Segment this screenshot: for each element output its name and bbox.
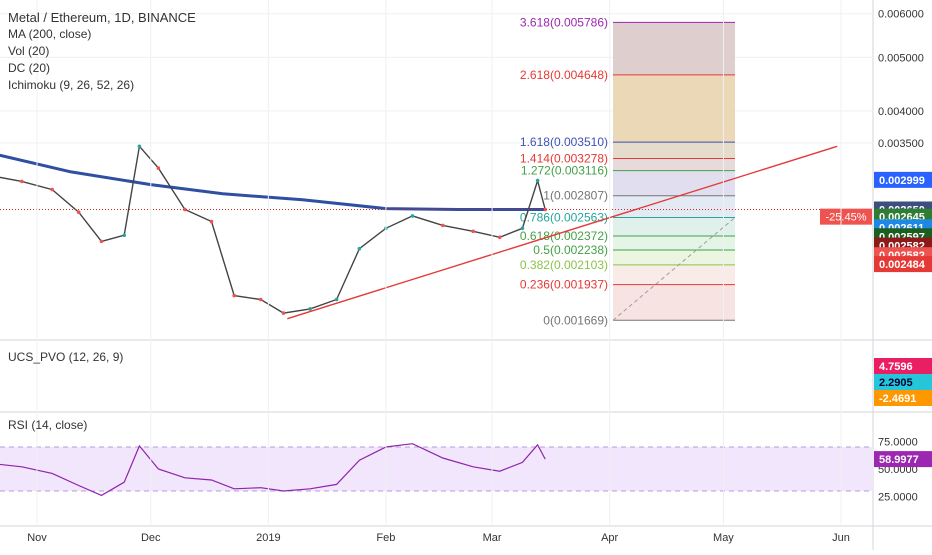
fib-zone: [613, 284, 735, 321]
chart-title: Metal / Ethereum, 1D, BINANCE: [8, 10, 196, 25]
fib-zone: [613, 22, 735, 75]
pvo-tag[interactable]: [874, 374, 932, 390]
fib-level-label: 0.786(0.002563): [520, 210, 608, 224]
x-axis: Nov Dec 2019 Feb Mar Apr May Jun: [27, 0, 850, 544]
y-tick-label: 0.006000: [878, 9, 924, 21]
fib-level-label: 0(0.001669): [543, 313, 608, 327]
price-point[interactable]: [357, 246, 362, 251]
rsi-tick-label: 75.0000: [878, 437, 918, 449]
fib-zone: [613, 170, 735, 196]
price-tag-label: 0.002484: [879, 259, 926, 271]
change-tag-label: -25.45%: [826, 212, 867, 224]
y-tick-label: 0.005000: [878, 52, 924, 64]
indicator-ichimoku[interactable]: Ichimoku (9, 26, 52, 26): [8, 78, 135, 92]
fib-zone: [613, 249, 735, 265]
price-point[interactable]: [281, 311, 286, 315]
price-point[interactable]: [334, 297, 339, 302]
x-tick-label: Feb: [376, 532, 395, 544]
fib-trend-line[interactable]: [612, 217, 736, 321]
rsi-pane[interactable]: [0, 443, 873, 497]
indicator-vol[interactable]: Vol (20): [8, 44, 50, 58]
x-tick-label: Dec: [141, 532, 161, 544]
fib-zone: [613, 217, 735, 237]
rsi-tag[interactable]: [874, 451, 932, 468]
pvo-tag[interactable]: [874, 358, 932, 374]
price-point[interactable]: [535, 178, 540, 183]
fib-level-label: 2.618(0.004648): [520, 68, 608, 82]
fib-level-label: 0.382(0.002103): [520, 258, 608, 272]
rsi-tick-label: 25.0000: [878, 492, 918, 504]
price-point[interactable]: [76, 210, 81, 215]
price-tag[interactable]: [874, 256, 932, 273]
price-point[interactable]: [50, 187, 54, 192]
price-point[interactable]: [20, 179, 24, 184]
price-point[interactable]: [497, 235, 502, 240]
rsi-line[interactable]: [0, 443, 546, 497]
price-line[interactable]: [0, 144, 546, 314]
y-tick-label: 0.004000: [878, 106, 924, 118]
price-point[interactable]: [471, 229, 475, 234]
ma200-line[interactable]: [0, 153, 546, 211]
price-point[interactable]: [543, 207, 547, 212]
price-point[interactable]: [209, 219, 214, 224]
x-tick-label: Jun: [832, 532, 850, 544]
price-point[interactable]: [232, 293, 237, 298]
pvo-title[interactable]: UCS_PVO (12, 26, 9): [8, 350, 124, 364]
price-point[interactable]: [410, 214, 415, 218]
fib-level-label: 1(0.002807): [543, 189, 608, 203]
pvo-tag-label: 2.2905: [879, 377, 913, 389]
price-point[interactable]: [183, 207, 187, 212]
fib-level-label: 1.272(0.003116): [521, 164, 608, 178]
pvo-tag[interactable]: [874, 390, 932, 406]
change-tag[interactable]: [820, 208, 872, 225]
fib-zone: [613, 264, 735, 285]
x-tick-label: 2019: [256, 532, 280, 544]
fib-level-label: 1.618(0.003510): [520, 135, 608, 149]
x-tick-label: Nov: [27, 532, 47, 544]
indicator-ma[interactable]: MA (200, close): [8, 27, 92, 41]
price-point[interactable]: [308, 307, 312, 311]
fib-level-label: 0.236(0.001937): [520, 278, 608, 292]
price-legend: Metal / Ethereum, 1D, BINANCE MA (200, c…: [8, 9, 196, 94]
fib-zone: [613, 236, 735, 250]
fib-zone: [613, 74, 735, 143]
price-tag[interactable]: [874, 171, 932, 188]
x-tick-label: Apr: [601, 532, 618, 544]
fib-level-label: 1.414(0.003278): [520, 152, 608, 166]
x-tick-label: May: [713, 532, 734, 544]
rsi-band: [0, 447, 873, 491]
price-tag-label: 0.002999: [879, 175, 925, 187]
price-point[interactable]: [258, 297, 263, 302]
price-point[interactable]: [520, 226, 525, 231]
price-point[interactable]: [156, 166, 161, 170]
indicator-dc[interactable]: DC (20): [8, 61, 51, 75]
fib-zone: [613, 158, 735, 171]
fib-level-label: 0.5(0.002238): [533, 243, 608, 257]
fib-zone: [613, 195, 735, 218]
price-axis[interactable]: 0.006000 0.005000 0.004000 0.003500 0.002999…: [874, 9, 932, 504]
rsi-legend: RSI (14, close): [8, 417, 87, 434]
price-point[interactable]: [137, 144, 142, 149]
y-tick-label: 0.003500: [878, 138, 924, 150]
rsi-title[interactable]: RSI (14, close): [8, 418, 88, 432]
pvo-tag-label: -2.4691: [879, 393, 916, 405]
price-point[interactable]: [440, 223, 445, 228]
support-trendline[interactable]: [287, 145, 838, 320]
pvo-tag-label: 4.7596: [879, 361, 913, 373]
price-point[interactable]: [99, 239, 104, 244]
x-tick-label: Mar: [483, 532, 502, 544]
fib-zone: [613, 142, 735, 159]
pvo-legend: UCS_PVO (12, 26, 9): [8, 349, 123, 366]
price-point[interactable]: [122, 233, 127, 238]
fib-level-label: 3.618(0.005786): [520, 15, 608, 29]
rsi-tag-label: 58.9977: [879, 454, 919, 466]
